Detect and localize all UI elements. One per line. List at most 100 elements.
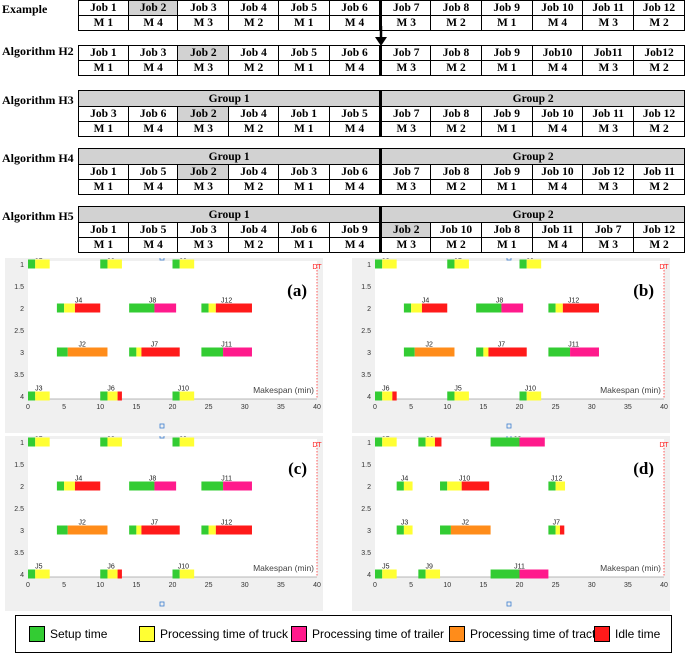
machine-cell: M 3 (177, 60, 230, 76)
gantt-chart: 1 1.5 2 2.5 3 3.5 40 5 10 15 20 25 30 35 40 Makespan (m… (361, 258, 669, 429)
job-cell: Job 9 (480, 0, 533, 16)
group-header: Group 1 (77, 148, 383, 165)
legend-item-trailer: Processing time of trailer (291, 626, 444, 642)
gantt-segment-setup (476, 347, 484, 357)
machine-cell: M 1 (78, 179, 129, 195)
gantt-segment-truck (454, 391, 469, 401)
gantt-segment-setup (548, 481, 556, 491)
x-tick-label: 0 (373, 582, 377, 589)
job-cell: Job 8 (430, 106, 482, 122)
dt-label: DT (659, 264, 669, 271)
gantt-segment-setup (375, 569, 383, 579)
legend-label: Processing time of truck (160, 627, 289, 641)
job-cell: Job12 (633, 45, 685, 61)
machine-cell: M 3 (380, 179, 432, 195)
job-cell: Job 7 (380, 164, 432, 180)
y-tick-label: 3 (20, 528, 24, 535)
machine-cell: M 1 (277, 179, 330, 195)
x-tick-label: 20 (169, 582, 177, 589)
x-tick-label: 40 (660, 582, 668, 589)
job-label: J4 (401, 476, 409, 483)
dt-label: DT (312, 442, 322, 449)
machine-cell: M 2 (633, 15, 685, 31)
x-tick-label: 0 (26, 404, 30, 411)
job-cell: Job 5 (277, 45, 330, 61)
job-cell: Job 7 (380, 0, 432, 16)
machine-cell: M 4 (328, 121, 383, 137)
machine-cell: M 2 (430, 60, 482, 76)
gantt-segment-setup (548, 347, 571, 357)
machine-cell: M 3 (380, 121, 432, 137)
y-tick-label: 3.5 (14, 550, 24, 557)
job-cell: Job 6 (328, 45, 383, 61)
gantt-segment-setup (172, 569, 180, 579)
machine-cell: M 4 (328, 60, 383, 76)
group-header: Group 2 (380, 90, 685, 107)
x-tick-label: 10 (443, 404, 451, 411)
gantt-panel-a: 1 1.5 2 2.5 3 3.5 4 0 5 10 15 20 25 30 35 40 Makespan (m… (5, 258, 323, 433)
x-tick-label: 0 (373, 404, 377, 411)
x-tick-label: 35 (624, 404, 632, 411)
gantt-segment-truck (64, 303, 75, 313)
gantt-chart: 1 1.5 2 2.5 3 3.5 40 5 10 15 20 25 30 35 40 Makespan (m… (14, 258, 322, 429)
gantt-segment-truck (179, 259, 195, 269)
gantt-segment-truck (136, 525, 142, 535)
gantt-segment-setup (375, 391, 383, 401)
gantt-segment-idle (74, 303, 101, 313)
machine-cell: M 4 (127, 121, 179, 137)
gantt-segment-setup (129, 347, 137, 357)
job-label: J1 (35, 436, 43, 439)
x-tick-label: 35 (277, 404, 285, 411)
job-label: J8 (496, 298, 504, 305)
x-axis-label: Makespan (min) (253, 385, 314, 395)
gantt-segment-setup (476, 303, 502, 313)
machine-cell: M 1 (480, 60, 533, 76)
machine-cell: M 3 (582, 237, 635, 253)
gantt-segment-idle (117, 391, 122, 401)
plot-area (28, 439, 317, 577)
gantt-segment-truck (64, 481, 75, 491)
job-label: J2 (462, 520, 470, 527)
job-cell: Job 12 (582, 164, 635, 180)
gantt-segment-truck (555, 303, 563, 313)
x-tick-label: 40 (313, 582, 321, 589)
machine-cell: M 4 (328, 237, 383, 253)
job-cell: Job 6 (328, 0, 383, 16)
job-cell: Job 3 (177, 0, 230, 16)
job-cell: Job 4 (228, 222, 279, 238)
x-tick-label: 30 (588, 582, 596, 589)
job-label: J2 (78, 520, 86, 527)
gantt-segment-truck (526, 259, 542, 269)
x-tick-label: 40 (660, 404, 668, 411)
job-cell: Job 8 (430, 164, 482, 180)
job-label: J12 (221, 520, 232, 527)
gantt-segment-setup (129, 525, 137, 535)
gantt-segment-setup (519, 259, 527, 269)
gantt-segment-truck (35, 259, 50, 269)
legend-item-tractor: Processing time of tractor (449, 626, 606, 642)
job-cell: Job 6 (127, 106, 179, 122)
gantt-segment-truck (136, 347, 142, 357)
gantt-segment-idle (461, 481, 490, 491)
job-label: J4 (75, 476, 83, 483)
job-cell: Job 3 (277, 164, 330, 180)
machine-cell: M 1 (277, 237, 330, 253)
gantt-segment-setup (418, 569, 426, 579)
job-label: J5 (382, 564, 390, 571)
y-tick-label: 2.5 (361, 506, 371, 513)
gantt-segment-trailer (519, 437, 545, 447)
legend-item-truck: Processing time of truck (139, 626, 288, 642)
machine-cell: M 4 (531, 179, 584, 195)
x-tick-label: 30 (588, 404, 596, 411)
gantt-segment-setup (490, 437, 520, 447)
job-cell: Job 10 (430, 222, 482, 238)
gantt-segment-setup (201, 525, 209, 535)
machine-cell: M 2 (430, 15, 482, 31)
machine-cell: M 3 (177, 237, 230, 253)
machine-cell: M 4 (328, 15, 383, 31)
gantt-segment-setup (375, 437, 383, 447)
legend-label: Setup time (50, 627, 108, 641)
y-tick-label: 1.5 (14, 462, 24, 469)
